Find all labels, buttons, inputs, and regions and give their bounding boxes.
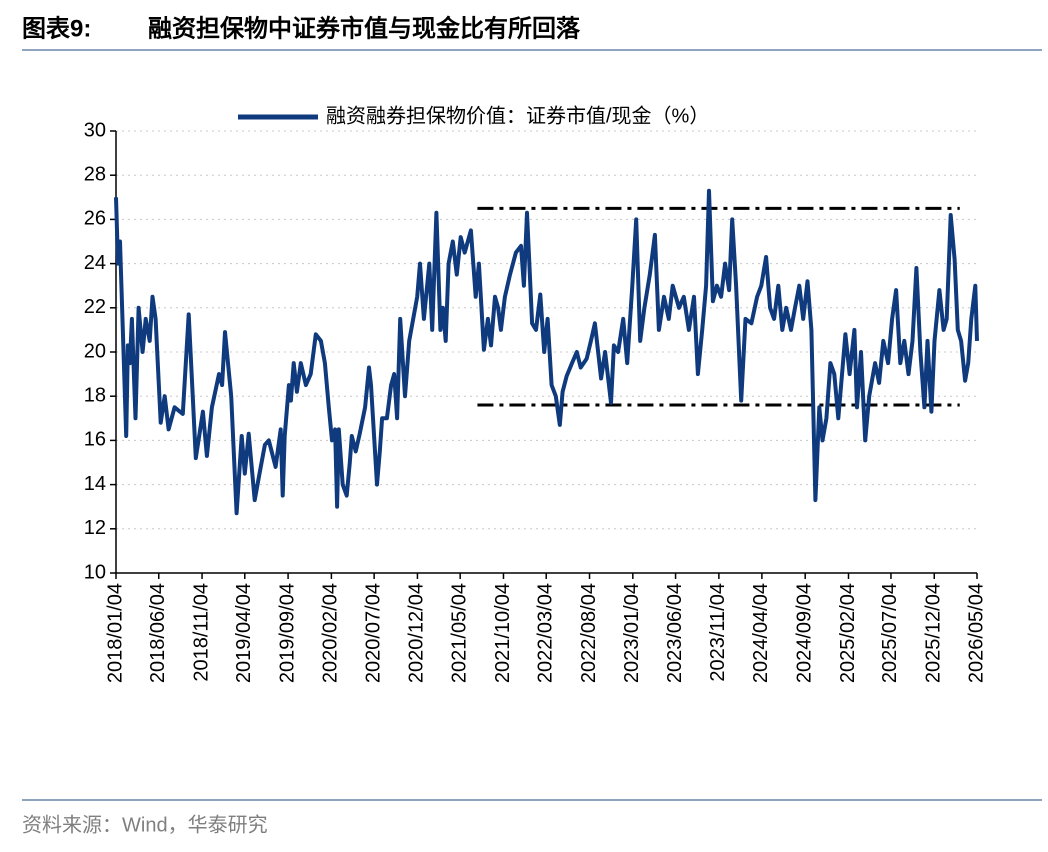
x-tick-label: 2022/03/04 bbox=[534, 583, 556, 683]
y-tick-label: 14 bbox=[84, 473, 106, 495]
x-tick-label: 2018/11/04 bbox=[190, 583, 212, 682]
x-tick-label: 2023/01/04 bbox=[621, 583, 643, 683]
y-tick-label: 30 bbox=[84, 119, 106, 141]
x-tick-label: 2019/04/04 bbox=[233, 583, 255, 683]
x-tick-label: 2025/07/04 bbox=[879, 583, 901, 683]
x-tick-label: 2021/10/04 bbox=[492, 583, 514, 683]
x-tick-label: 2023/06/04 bbox=[664, 583, 686, 683]
figure-label: 图表9: bbox=[22, 15, 91, 42]
y-tick-label: 12 bbox=[84, 517, 106, 539]
x-tick-label: 2025/02/04 bbox=[837, 583, 859, 683]
x-tick-label: 2020/07/04 bbox=[362, 583, 384, 683]
y-tick-label: 20 bbox=[84, 340, 106, 362]
x-tick-label: 2021/05/04 bbox=[448, 583, 470, 683]
source: 资料来源：Wind，华泰研究 bbox=[22, 813, 268, 836]
chart-title: 融资担保物中证券市值与现金比有所回落 bbox=[148, 14, 581, 42]
y-tick-label: 28 bbox=[84, 163, 106, 185]
y-tick-label: 22 bbox=[84, 296, 106, 318]
y-tick-label: 26 bbox=[84, 208, 106, 230]
x-tick-label: 2025/12/04 bbox=[923, 583, 945, 683]
x-tick-label: 2024/09/04 bbox=[793, 583, 815, 683]
x-tick-label: 2026/05/04 bbox=[965, 583, 987, 683]
legend-label: 融资融券担保物价值：证券市值/现金（%） bbox=[326, 104, 709, 127]
y-tick-label: 18 bbox=[84, 384, 106, 406]
x-tick-label: 2023/11/04 bbox=[707, 583, 729, 682]
x-tick-label: 2019/09/04 bbox=[276, 583, 298, 683]
y-tick-label: 16 bbox=[84, 429, 106, 451]
x-tick-label: 2020/12/04 bbox=[406, 583, 428, 683]
x-tick-label: 2018/06/04 bbox=[147, 583, 169, 683]
x-tick-label: 2020/02/04 bbox=[320, 583, 342, 683]
y-tick-label: 24 bbox=[84, 252, 106, 274]
y-tick-label: 10 bbox=[84, 561, 106, 583]
data-line bbox=[114, 188, 979, 516]
x-tick-label: 2018/01/04 bbox=[104, 583, 126, 683]
x-tick-label: 2024/04/04 bbox=[750, 583, 772, 683]
x-tick-label: 2022/08/04 bbox=[578, 583, 600, 683]
